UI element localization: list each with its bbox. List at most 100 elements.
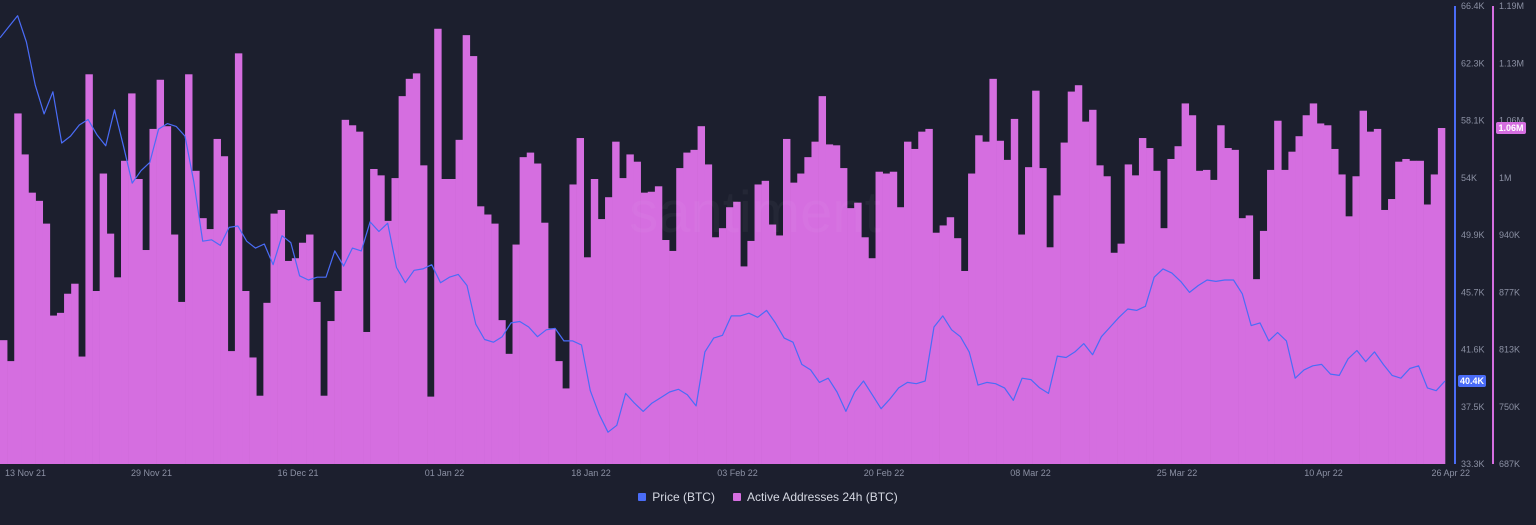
- address-bar: [562, 388, 570, 464]
- address-bar: [476, 206, 485, 464]
- addresses-tick-label: 1.06M: [1499, 116, 1524, 126]
- legend-item-addresses[interactable]: Active Addresses 24h (BTC): [732, 490, 898, 504]
- address-bar: [0, 340, 8, 464]
- active-addresses-bars: [0, 28, 1446, 465]
- address-bar: [896, 207, 905, 465]
- address-bar: [1124, 164, 1133, 464]
- address-bar: [1210, 179, 1218, 464]
- address-bar: [1138, 138, 1147, 464]
- address-bar: [583, 257, 592, 464]
- address-bar: [1259, 230, 1268, 464]
- address-bar: [1430, 174, 1439, 464]
- address-bar: [384, 220, 392, 464]
- address-bar: [213, 138, 221, 464]
- address-bar: [7, 361, 15, 464]
- address-bar: [775, 235, 784, 464]
- address-bar: [1025, 167, 1033, 465]
- price-tick-label: 33.3K: [1461, 459, 1485, 469]
- price-swatch: [638, 493, 647, 501]
- address-bar: [718, 228, 727, 464]
- address-bar: [1081, 121, 1090, 464]
- address-bar: [989, 78, 997, 464]
- address-bar: [1267, 169, 1275, 464]
- address-bar: [925, 128, 933, 465]
- address-bar: [220, 156, 229, 465]
- address-bar: [1345, 216, 1353, 464]
- address-bar: [1110, 252, 1118, 464]
- address-bar: [1202, 169, 1211, 464]
- address-bar: [861, 237, 869, 464]
- price-tick-label: 49.9K: [1461, 230, 1485, 240]
- address-bar: [427, 396, 435, 464]
- price-tick-label: 62.3K: [1461, 58, 1485, 68]
- address-bar: [640, 192, 649, 464]
- address-bar: [327, 321, 335, 464]
- address-bar: [64, 293, 72, 464]
- address-bar: [270, 213, 278, 464]
- address-bar: [1302, 115, 1311, 464]
- price-tick-label: 45.7K: [1461, 287, 1485, 297]
- address-bar: [911, 148, 919, 464]
- address-bar: [1053, 195, 1061, 464]
- address-bar: [711, 237, 720, 464]
- address-bar: [1181, 103, 1190, 465]
- addresses-tick-label: 1.13M: [1499, 58, 1524, 68]
- x-tick-label: 08 Mar 22: [1010, 468, 1051, 478]
- address-bar: [953, 238, 962, 464]
- address-bar: [1323, 125, 1332, 464]
- address-bar: [612, 141, 620, 465]
- address-bar: [1039, 168, 1047, 464]
- address-bar: [434, 28, 442, 464]
- address-bar: [683, 152, 691, 464]
- address-bar: [149, 128, 157, 465]
- address-bar: [740, 266, 748, 464]
- addresses-tick-label: 750K: [1499, 402, 1520, 412]
- address-bar: [533, 163, 542, 464]
- address-bar: [391, 178, 399, 464]
- address-bar: [825, 144, 834, 464]
- address-bar: [1380, 209, 1389, 464]
- address-bar: [1437, 128, 1446, 464]
- address-bar: [768, 224, 777, 464]
- address-bar: [1046, 247, 1054, 464]
- address-bar: [462, 35, 471, 464]
- address-bar: [1153, 170, 1161, 464]
- address-bar: [1060, 142, 1069, 464]
- address-bar: [1416, 160, 1424, 465]
- address-bar: [569, 184, 577, 464]
- address-bar: [839, 168, 848, 464]
- x-tick-label: 25 Mar 22: [1157, 468, 1198, 478]
- legend-price-label: Price (BTC): [652, 490, 715, 504]
- address-bar: [363, 331, 371, 464]
- address-bar: [92, 291, 100, 464]
- address-bar: [405, 78, 414, 464]
- watermark: santiment: [629, 180, 880, 245]
- address-bar: [49, 315, 58, 464]
- address-bar: [1032, 90, 1040, 465]
- address-bar: [1423, 204, 1432, 464]
- address-bar: [227, 351, 236, 464]
- address-bar: [548, 328, 556, 464]
- addresses-current-label: 1.06M: [1498, 123, 1523, 133]
- address-bar: [234, 53, 243, 464]
- address-bar: [348, 125, 357, 464]
- address-bar: [192, 170, 200, 464]
- address-bar: [754, 184, 762, 464]
- address-bar: [832, 145, 841, 464]
- legend-item-price[interactable]: Price (BTC): [638, 490, 715, 504]
- address-bar: [185, 74, 193, 464]
- address-bar: [1217, 125, 1225, 464]
- addresses-tick-label: 687K: [1499, 459, 1520, 469]
- address-bar: [1146, 148, 1154, 465]
- address-bar: [647, 191, 656, 464]
- address-bar: [156, 79, 165, 464]
- address-bar: [1224, 148, 1232, 465]
- price-current-bg: [1458, 375, 1486, 387]
- address-bar: [1067, 91, 1076, 464]
- address-bar: [555, 361, 563, 464]
- address-bar: [526, 152, 535, 464]
- x-tick-label: 01 Jan 22: [425, 468, 465, 478]
- address-bar: [121, 160, 129, 465]
- address-bar: [847, 208, 855, 464]
